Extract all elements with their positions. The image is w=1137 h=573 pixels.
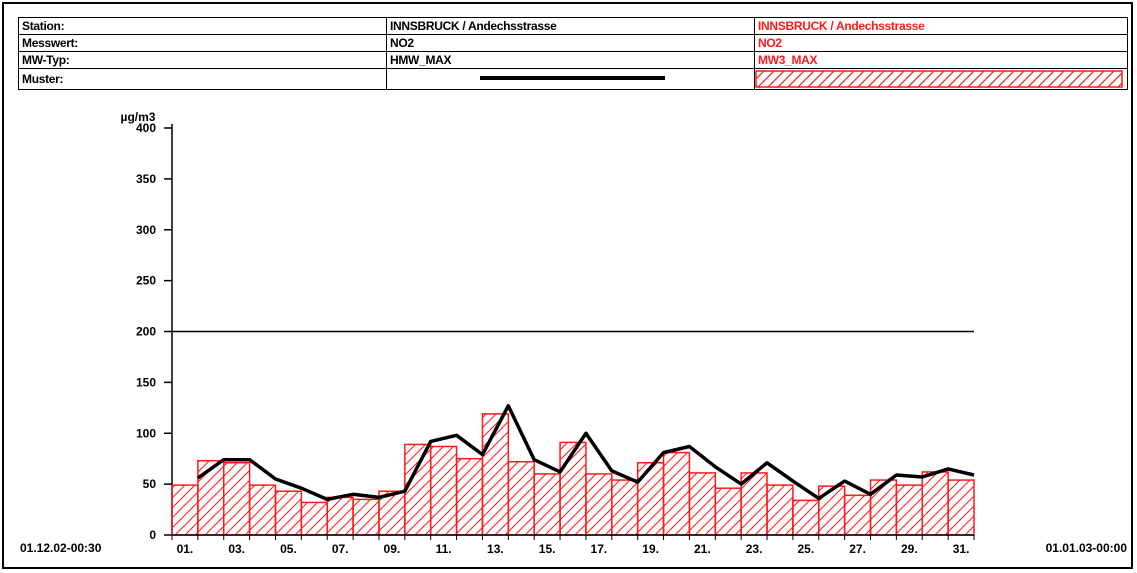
bar — [507, 460, 535, 536]
bar — [740, 472, 768, 536]
bar — [585, 473, 613, 536]
x-tick-label: 29. — [901, 542, 918, 556]
bar — [921, 471, 949, 536]
x-tick-label: 11. — [436, 542, 452, 556]
bar — [662, 451, 691, 536]
x-axis: 01. 03. 05. 07. 09. 11. 13. 15. 17. 19. 21. 23. 25. 2… — [171, 534, 975, 556]
line-pattern-swatch — [480, 76, 665, 80]
bar — [481, 413, 510, 536]
x-tick-label: 05. — [280, 542, 297, 556]
bar — [274, 490, 303, 536]
bar — [352, 498, 380, 536]
x-tick-label: 27. — [849, 542, 866, 556]
y-tick-label: 300 — [136, 223, 156, 237]
bar — [326, 496, 354, 536]
x-tick-label: 19. — [642, 542, 659, 556]
bar — [895, 484, 924, 536]
bar — [947, 479, 975, 536]
x-tick-label: 01. — [177, 542, 194, 556]
range-start-label: 01.12.02-00:30 — [20, 541, 102, 555]
bar — [559, 441, 587, 536]
bar — [818, 485, 846, 536]
hatch-pattern-swatch — [755, 70, 1123, 88]
x-tick-label: 17. — [591, 542, 608, 556]
legend-series1-value: INNSBRUCK / Andechsstrasse — [386, 17, 755, 35]
x-tick-label: 15. — [539, 542, 556, 556]
x-tick-label: 23. — [746, 542, 763, 556]
legend-label: Muster: — [18, 68, 387, 90]
x-tick-label: 03. — [228, 542, 245, 556]
bar — [611, 479, 639, 536]
y-axis: 0 50 100 150 200 250 300 350 400 — [136, 121, 173, 542]
y-tick-label: 0 — [149, 528, 156, 542]
legend-row-muster: Muster: — [18, 68, 1128, 90]
bar — [248, 484, 277, 536]
bar — [636, 462, 665, 536]
x-tick-label: 21. — [694, 542, 711, 556]
x-tick-label: 25. — [797, 542, 814, 556]
bar — [714, 487, 742, 536]
bar — [404, 443, 432, 536]
legend-row-messwert: Messwert: NO2 NO2 — [18, 34, 1128, 52]
x-tick-label: 07. — [332, 542, 349, 556]
series-line — [196, 404, 975, 502]
bar — [869, 479, 898, 536]
bar-series — [171, 413, 975, 536]
bar — [792, 499, 820, 536]
line-series — [196, 404, 975, 502]
bar — [843, 494, 872, 536]
legend-table: Station: INNSBRUCK / Andechsstrasse INNS… — [18, 17, 1128, 90]
bar — [766, 484, 794, 536]
legend-row-station: Station: INNSBRUCK / Andechsstrasse INNS… — [18, 17, 1128, 35]
y-tick-label: 150 — [136, 375, 156, 389]
x-tick-label: 09. — [384, 542, 401, 556]
bar — [688, 472, 717, 536]
bar — [455, 457, 484, 536]
bar — [197, 459, 225, 536]
y-axis-label: µg/m3 — [121, 110, 156, 124]
bar — [222, 462, 251, 536]
legend-series2-value: INNSBRUCK / Andechsstrasse — [754, 17, 1128, 35]
y-tick-label: 250 — [136, 274, 156, 288]
y-tick-label: 100 — [136, 426, 156, 440]
y-tick-label: 400 — [136, 121, 156, 135]
bar — [429, 445, 458, 536]
y-tick-label: 350 — [136, 172, 156, 186]
bar — [300, 501, 328, 536]
legend-series2-swatch — [754, 68, 1128, 90]
bar — [533, 473, 561, 536]
legend-series1-swatch — [386, 68, 755, 90]
range-end-label: 01.01.03-00:00 — [1046, 541, 1128, 555]
x-tick-label: 13. — [487, 542, 504, 556]
y-tick-label: 50 — [143, 477, 157, 491]
x-tick-label: 31. — [953, 542, 970, 556]
y-tick-label: 200 — [136, 325, 156, 339]
bar — [171, 484, 199, 536]
